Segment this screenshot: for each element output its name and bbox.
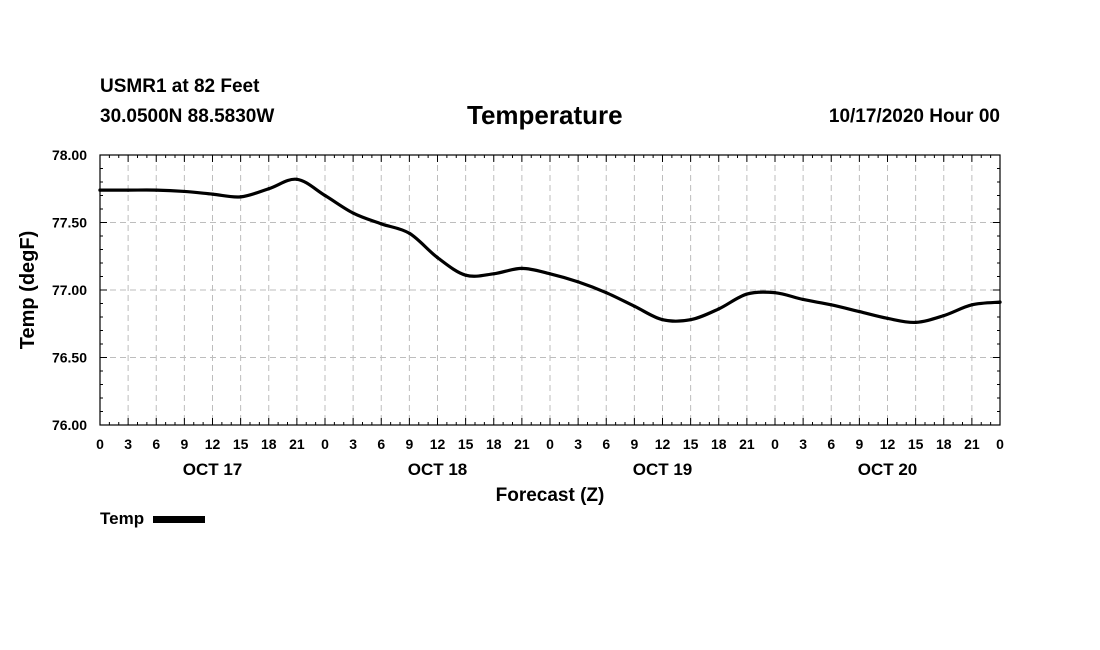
temp-data-point bbox=[829, 303, 833, 307]
x-tick-label: 21 bbox=[289, 436, 305, 452]
temp-data-point bbox=[464, 273, 468, 277]
temp-data-point bbox=[295, 177, 299, 181]
x-tick-label: 15 bbox=[683, 436, 699, 452]
temp-data-point bbox=[857, 310, 861, 314]
temp-data-point bbox=[745, 292, 749, 296]
x-tick-label: 0 bbox=[771, 436, 779, 452]
temp-data-point bbox=[351, 211, 355, 215]
y-tick-label: 76.00 bbox=[52, 417, 87, 433]
x-tick-label: 21 bbox=[514, 436, 530, 452]
x-tick-label: 18 bbox=[486, 436, 502, 452]
y-tick-label: 77.00 bbox=[52, 282, 87, 298]
temp-data-point bbox=[210, 192, 215, 196]
temp-data-point bbox=[182, 189, 186, 194]
temp-data-point bbox=[604, 291, 608, 295]
temp-data-point bbox=[914, 320, 918, 324]
x-tick-label: 3 bbox=[124, 436, 132, 452]
x-tick-label: 6 bbox=[152, 436, 160, 452]
temp-data-point bbox=[998, 300, 1002, 304]
x-tick-label: 6 bbox=[602, 436, 610, 452]
temp-data-point bbox=[126, 188, 130, 192]
temp-data-point bbox=[632, 304, 636, 308]
x-tick-label: 9 bbox=[855, 436, 863, 452]
coordinates-label: 30.0500N 88.5830W bbox=[100, 106, 275, 127]
legend: Temp bbox=[100, 509, 206, 529]
x-tick-label: 15 bbox=[458, 436, 474, 452]
day-label: OCT 17 bbox=[183, 460, 243, 479]
temp-data-point bbox=[379, 222, 383, 226]
temp-data-point bbox=[717, 307, 721, 311]
x-tick-label: 0 bbox=[546, 436, 554, 452]
temp-data-point bbox=[942, 314, 946, 318]
y-tick-label: 77.50 bbox=[52, 215, 87, 231]
x-tick-label: 18 bbox=[261, 436, 277, 452]
legend-line-swatch bbox=[153, 515, 206, 523]
x-tick-label: 0 bbox=[321, 436, 329, 452]
y-axis-label: Temp (degF) bbox=[17, 231, 39, 350]
x-tick-label: 9 bbox=[405, 436, 413, 452]
temp-data-point bbox=[801, 297, 805, 302]
temp-data-point bbox=[407, 231, 411, 235]
temp-data-point bbox=[239, 195, 243, 199]
day-label: OCT 18 bbox=[408, 460, 468, 479]
temp-data-point bbox=[154, 188, 158, 192]
y-tick-label: 76.50 bbox=[52, 350, 87, 366]
x-axis-label: Forecast (Z) bbox=[496, 485, 605, 506]
temp-data-point bbox=[98, 188, 102, 192]
x-tick-label: 0 bbox=[996, 436, 1004, 452]
day-label: OCT 19 bbox=[633, 460, 693, 479]
x-tick-label: 12 bbox=[880, 436, 896, 452]
temp-data-point bbox=[267, 187, 271, 191]
x-tick-label: 15 bbox=[908, 436, 924, 452]
temp-data-point bbox=[520, 266, 524, 270]
temp-data-point bbox=[576, 280, 580, 284]
y-tick-label: 78.00 bbox=[52, 147, 87, 163]
temp-data-point bbox=[660, 318, 665, 322]
x-tick-label: 12 bbox=[655, 436, 671, 452]
x-tick-label: 12 bbox=[430, 436, 446, 452]
day-label: OCT 20 bbox=[858, 460, 918, 479]
x-tick-label: 9 bbox=[630, 436, 638, 452]
x-tick-label: 6 bbox=[377, 436, 385, 452]
x-tick-label: 9 bbox=[180, 436, 188, 452]
station-label: USMR1 at 82 Feet bbox=[100, 76, 260, 97]
temp-data-point bbox=[492, 272, 496, 276]
x-tick-label: 18 bbox=[711, 436, 727, 452]
temp-data-point bbox=[548, 272, 552, 276]
temp-data-point bbox=[323, 193, 327, 198]
temp-data-point bbox=[970, 303, 974, 307]
temp-data-point bbox=[885, 316, 890, 320]
x-tick-label: 21 bbox=[739, 436, 755, 452]
x-tick-label: 15 bbox=[233, 436, 249, 452]
forecast-timestamp: 10/17/2020 Hour 00 bbox=[828, 106, 1000, 127]
x-tick-label: 6 bbox=[827, 436, 835, 452]
temp-data-point bbox=[435, 256, 440, 260]
x-tick-label: 18 bbox=[936, 436, 952, 452]
legend-label: Temp bbox=[100, 509, 145, 528]
x-tick-label: 12 bbox=[205, 436, 221, 452]
x-tick-label: 3 bbox=[799, 436, 807, 452]
temp-data-point bbox=[689, 318, 693, 322]
x-tick-label: 3 bbox=[574, 436, 582, 452]
x-tick-label: 21 bbox=[964, 436, 980, 452]
x-tick-label: 0 bbox=[96, 436, 104, 452]
x-tick-label: 3 bbox=[349, 436, 357, 452]
temp-data-point bbox=[773, 291, 777, 295]
chart-title: Temperature bbox=[467, 100, 623, 130]
